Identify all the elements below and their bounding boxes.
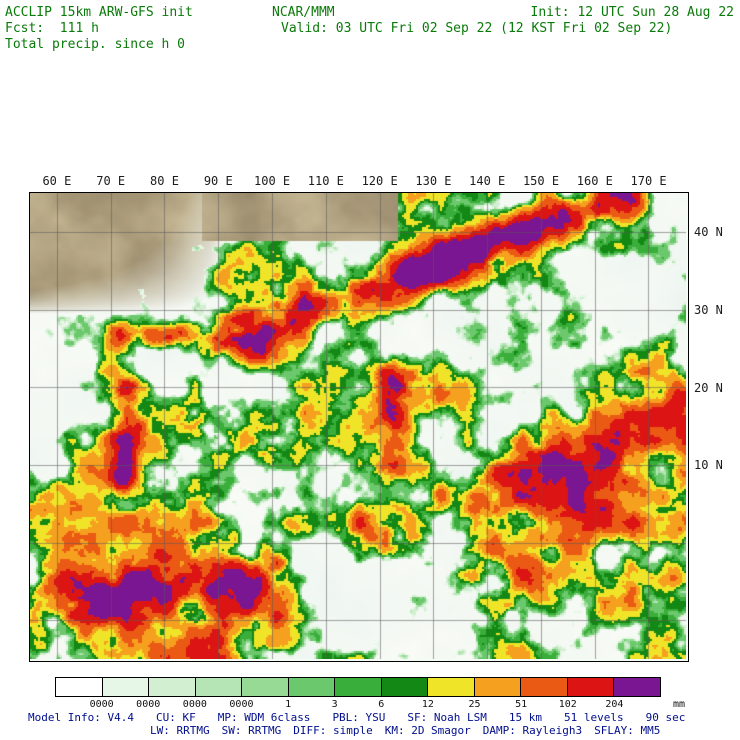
diff-scheme-label: DIFF: simple	[293, 724, 373, 737]
lon-tick-label: 110 E	[307, 174, 344, 188]
colorbar-segment	[427, 677, 475, 697]
sf-scheme-label: SF: Noah LSM	[407, 711, 487, 724]
init-time-label: Init: 12 UTC Sun 28 Aug 22	[530, 5, 735, 20]
forecast-hour-label: Fcst: 111 h	[5, 21, 99, 36]
colorbar-tick-label: 12	[421, 699, 434, 710]
colorbar-segment	[520, 677, 568, 697]
timestep-label: 90 sec	[645, 711, 686, 724]
lat-tick-label: 20 N	[694, 381, 723, 395]
lon-tick-label: 130 E	[415, 174, 452, 188]
lon-tick-label: 80 E	[150, 174, 179, 188]
colorbar-tick-label: 3	[331, 699, 338, 710]
cu-scheme-label: CU: KF	[155, 711, 196, 724]
colorbar-segment	[380, 677, 429, 697]
lon-axis: 60 E 70 E 80 E 90 E 100 E 110 E 120 E 13…	[30, 174, 686, 188]
lon-tick-label: 120 E	[361, 174, 398, 188]
damp-scheme-label: DAMP: Rayleigh3	[482, 724, 583, 737]
lon-tick-label: 100 E	[254, 174, 291, 188]
km-scheme-label: KM: 2D Smagor	[384, 724, 471, 737]
colorbar-tick-label: 51	[515, 699, 528, 710]
model-info-line1: Model Info: V4.4 CU: KF MP: WDM 6class P…	[28, 712, 685, 724]
lon-tick-label: 70 E	[96, 174, 126, 188]
lat-tick-label: 40 N	[694, 225, 723, 239]
colorbar-labels: 0000 0000 0000 0000 1 3 6 12 25 51 102 2…	[55, 699, 685, 711]
precip-map-frame	[29, 192, 689, 662]
field-title: Total precip. since h 0	[5, 37, 186, 52]
valid-time-label: Valid: 03 UTC Fri 02 Sep 22 (12 KST Fri …	[281, 21, 673, 36]
org-title: NCAR/MMM	[272, 5, 335, 20]
colorbar-tick-label: 0000	[182, 699, 207, 710]
lon-tick-label: 140 E	[469, 174, 506, 188]
colorbar-segment	[613, 677, 661, 697]
colorbar-segment	[334, 677, 382, 697]
model-run-title: ACCLIP 15km ARW-GFS init	[5, 5, 193, 20]
precip-map-canvas	[30, 193, 686, 659]
colorbar-segment	[194, 677, 243, 697]
colorbar-segment	[566, 677, 615, 697]
colorbar-tick-label: 102	[558, 699, 577, 710]
colorbar-segment	[473, 677, 522, 697]
model-version-label: Model Info: V4.4	[28, 711, 134, 724]
colorbar-tick-label: 0000	[136, 699, 161, 710]
lat-tick-label: 30 N	[694, 303, 723, 317]
sflay-scheme-label: SFLAY: MM5	[594, 724, 661, 737]
colorbar-tick-label: 25	[468, 699, 481, 710]
sw-scheme-label: SW: RRTMG	[221, 724, 282, 737]
colorbar-tick-label: 6	[378, 699, 385, 710]
pbl-scheme-label: PBL: YSU	[332, 711, 386, 724]
colorbar-unit-label: mm	[673, 699, 686, 710]
lon-tick-label: 160 E	[576, 174, 613, 188]
colorbar-segment	[241, 677, 289, 697]
colorbar-tick-label: 0000	[89, 699, 114, 710]
colorbar-tick-label: 204	[605, 699, 624, 710]
colorbar-segment	[287, 677, 336, 697]
colorbar-segment	[101, 677, 150, 697]
lw-scheme-label: LW: RRTMG	[150, 724, 210, 737]
levels-label: 51 levels	[564, 711, 624, 724]
lon-tick-label: 170 E	[630, 174, 667, 188]
lon-tick-label: 90 E	[203, 174, 233, 188]
colorbar-tick-label: 1	[285, 699, 292, 710]
model-info-line2: LW: RRTMG SW: RRTMG DIFF: simple KM: 2D …	[150, 725, 660, 737]
lon-tick-label: 60 E	[42, 174, 72, 188]
colorbar-segment	[148, 677, 196, 697]
mp-scheme-label: MP: WDM 6class	[217, 711, 311, 724]
colorbar-tick-label: 0000	[229, 699, 254, 710]
colorbar-segment	[55, 677, 103, 697]
lon-tick-label: 150 E	[522, 174, 560, 188]
grid-spacing-label: 15 km	[508, 711, 543, 724]
lat-tick-label: 10 N	[694, 458, 723, 472]
precip-colorbar	[55, 677, 661, 697]
